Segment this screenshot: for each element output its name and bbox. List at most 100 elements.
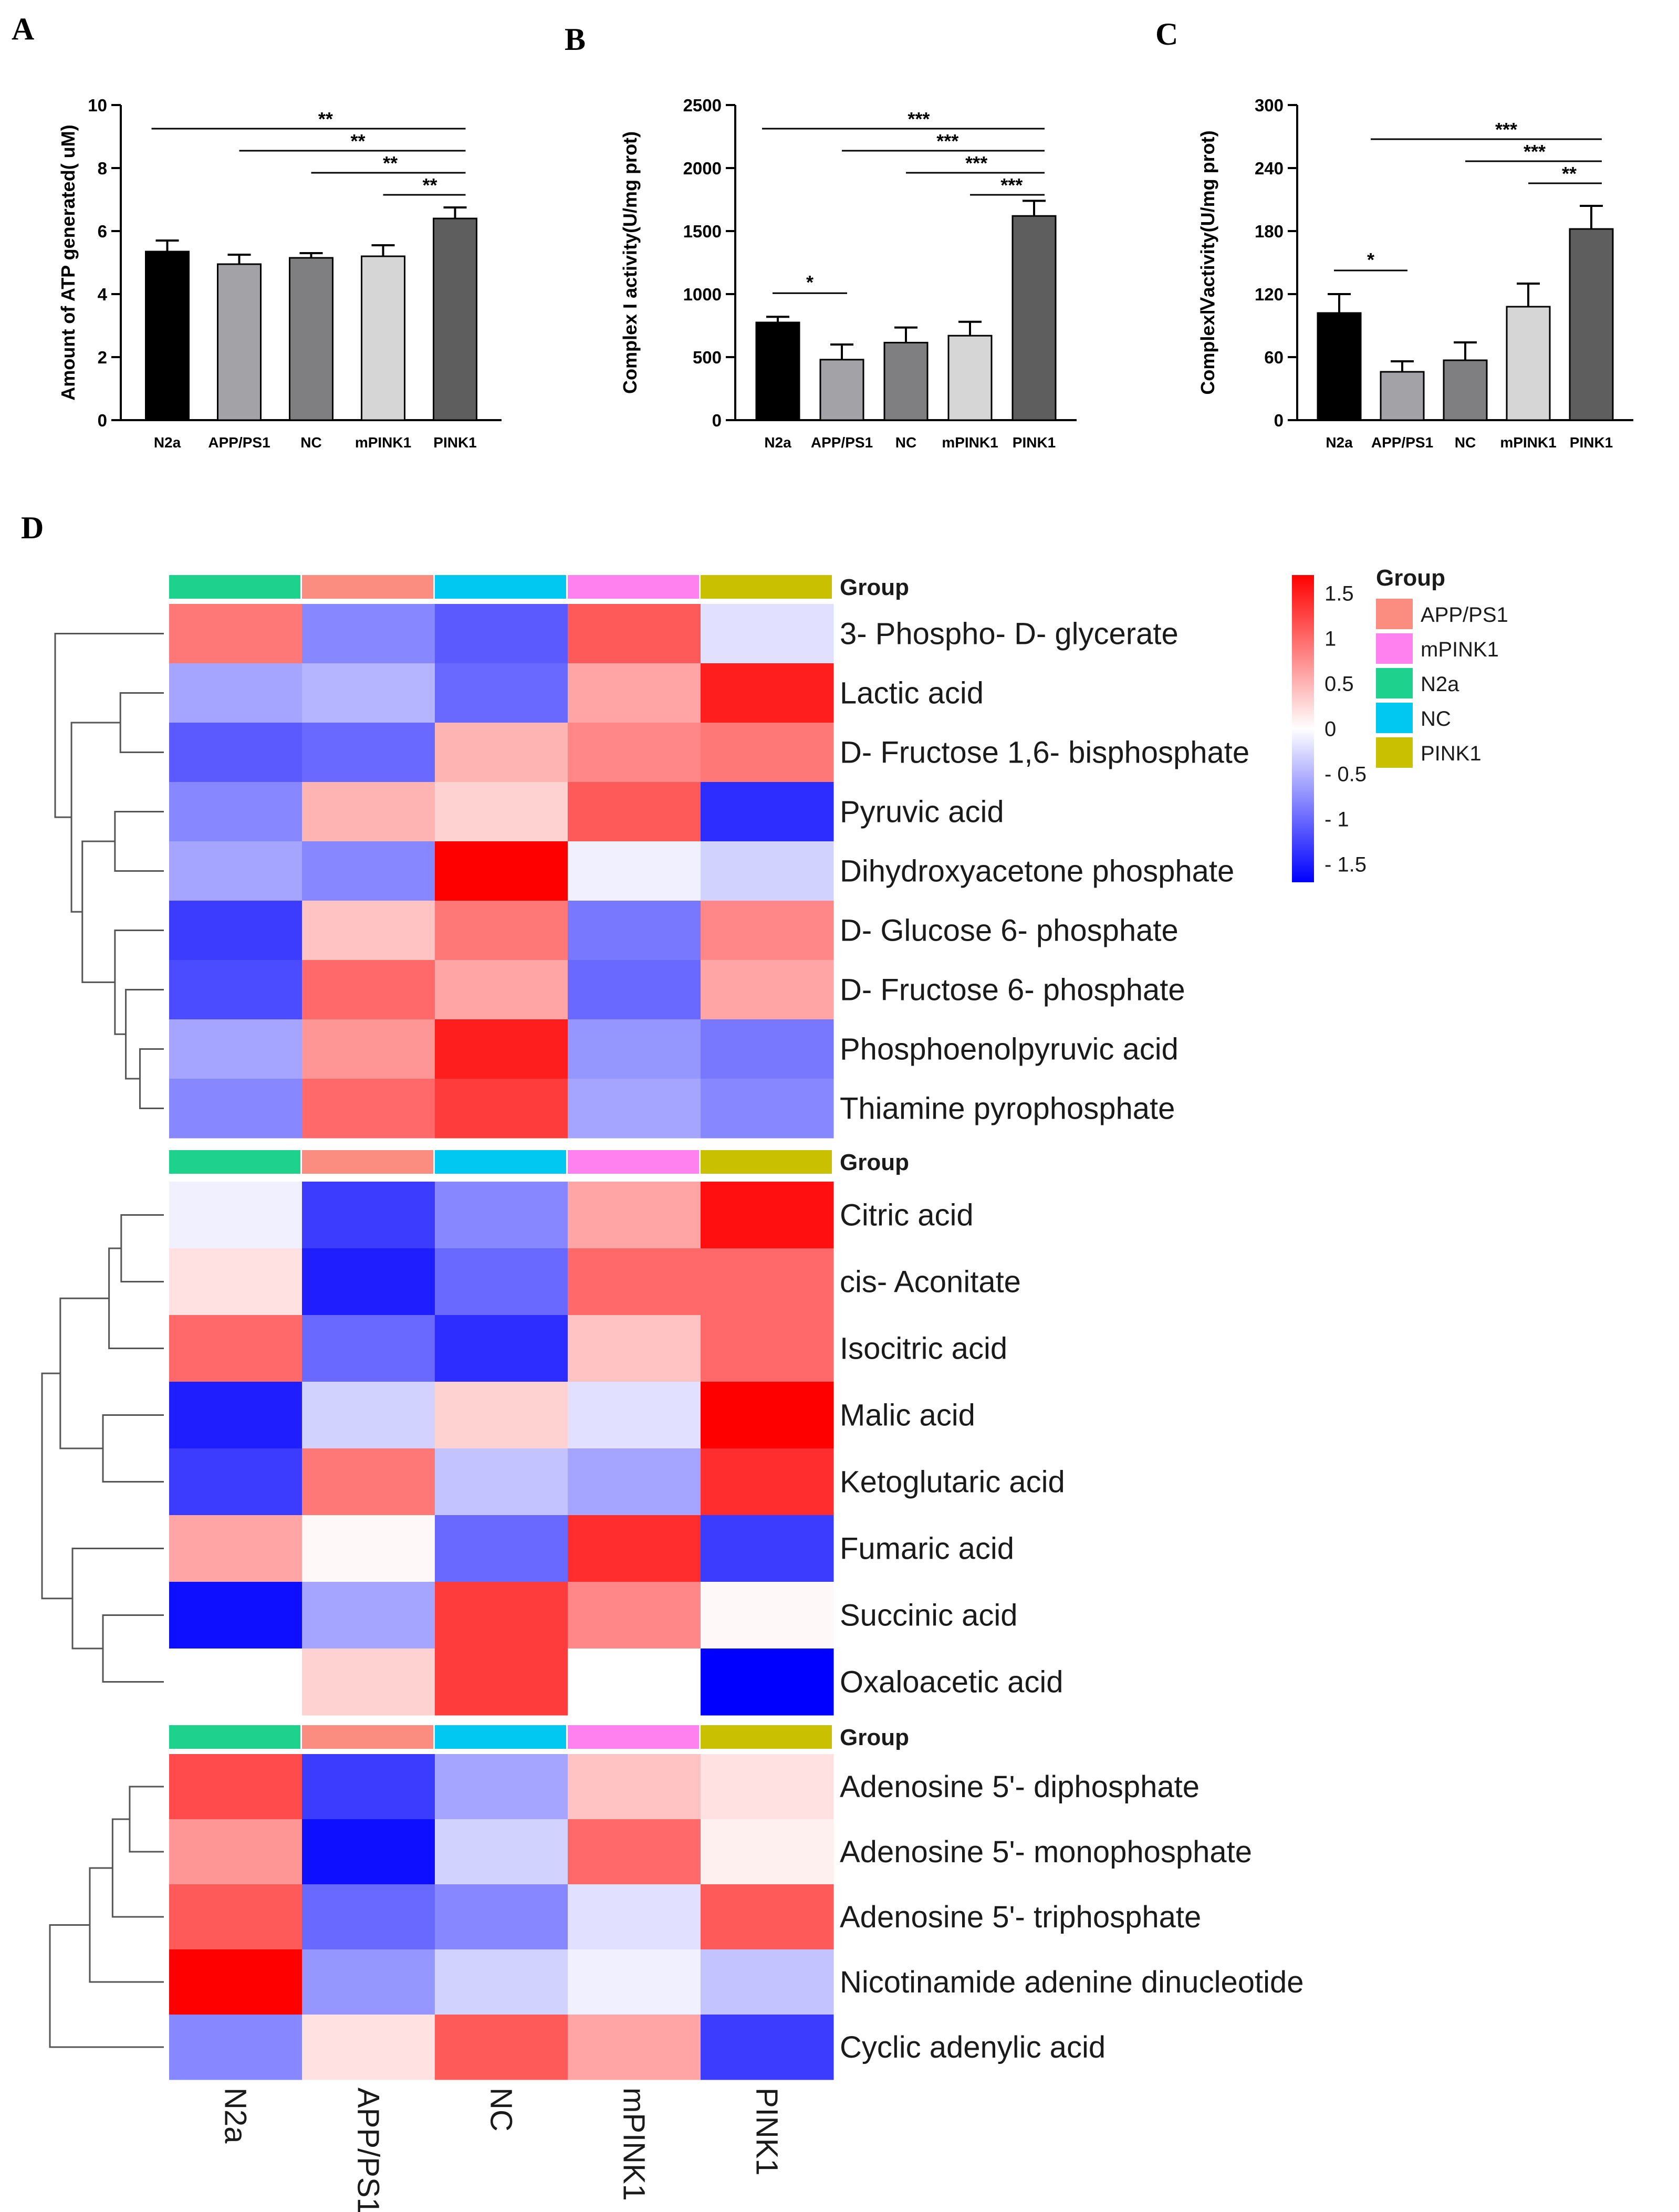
x-category-label: APP/PS1 [811,434,873,451]
significance-stars: ** [351,130,366,152]
heatmap-cell [435,1582,568,1649]
heatmap-cell [701,1819,834,1885]
group-color-n2a [169,1725,300,1749]
significance-stars: *** [908,108,930,130]
heatmap-cell [435,960,568,1020]
bar-chart-complex-i: 0 500 1000 1500 2000 2500 Complex I activity(U… [619,96,1077,451]
y-tick-label: 1500 [683,222,722,241]
heatmap-cell [169,1884,303,1950]
group-color-mpink1 [568,1725,699,1749]
heatmap-cell [302,1079,435,1139]
heatmap-cell [701,1648,834,1716]
significance-stars: * [806,272,814,293]
x-category-label: mPINK1 [942,434,998,451]
heatmap-cell [302,1382,435,1449]
dendrogram-branch [54,633,164,818]
significance-stars: *** [965,152,987,174]
heatmap-cell [568,1648,701,1716]
heatmap-cell [568,1248,701,1316]
heatmap-row-label: Dihydroxyacetone phosphate [840,854,1234,889]
group-color-n2a [169,575,300,599]
heatmap-row-label: Phosphoenolpyruvic acid [840,1032,1179,1067]
bar-nc [883,341,929,421]
y-tick-label: 60 [1264,348,1284,367]
heatmap-column-label: mPINK1 [617,2088,651,2201]
heatmap-cell [169,723,303,782]
heatmap-cell [435,1019,568,1079]
heatmap-block-2: Group Citric acid cis- Aconitate Isocitric … [41,1150,1065,1716]
heatmap-cell [302,1949,435,2015]
heatmap-cell [568,1315,701,1382]
heatmap-row-label: Malic acid [840,1399,975,1433]
heatmap-row-label: Adenosine 5'- diphosphate [840,1770,1200,1804]
heatmap-cell [568,1515,701,1582]
heatmap-cell [169,960,303,1020]
y-tick-label: 0 [98,411,107,430]
heatmap-cell [302,901,435,961]
heatmap-cell [169,2015,303,2080]
bar-app-ps1 [217,263,262,421]
heatmap-cell [568,1448,701,1516]
heatmap-column-label: NC [484,2088,518,2132]
heatmap-block-1: Group 3- Phospho- D- glycerate Lactic acid… [54,575,1249,1139]
heatmap-cell [302,2015,435,2080]
bar-mpink1 [1506,306,1551,421]
y-tick-label: 1000 [683,285,722,304]
y-tick-label: 120 [1255,285,1284,304]
y-tick-label: 0 [712,411,722,430]
heatmap-row-label: Adenosine 5'- triphosphate [840,1900,1201,1934]
heatmap-cell [701,1019,834,1079]
heatmap-cell [169,1315,303,1382]
heatmap-cell [435,782,568,842]
heatmap-cell [701,1884,834,1950]
heatmap-cell [435,1448,568,1516]
heatmap-cell [169,1019,303,1079]
heatmap-row-label: Pyruvic acid [840,795,1004,829]
group-color-pink1 [701,575,832,599]
x-category-label: N2a [764,434,791,451]
legend-entry: PINK1 [1421,742,1482,765]
heatmap-cell [701,782,834,842]
heatmap-cell [701,901,834,961]
heatmap-cell [568,1182,701,1249]
legend-swatch-mpink1 [1376,633,1413,664]
bar-chart-atp: 0 2 4 6 8 10 Amount of ATP generated( uM) N2a AP… [57,96,502,451]
y-tick-label: 2000 [683,159,722,178]
heatmap-cell [169,1515,303,1582]
heatmap-cell [701,1248,834,1316]
heatmap-cell [435,1382,568,1449]
heatmap-cell [169,1448,303,1516]
y-tick-label: 300 [1255,96,1284,115]
group-color-app-ps1 [302,1150,433,1174]
y-axis-title: ComplexⅣactivity(U/mg prot) [1197,130,1218,394]
panel-letter-c: C [1155,17,1178,51]
y-tick-label: 2 [98,348,107,367]
heatmap-cell [568,1949,701,2015]
heatmap-cell [701,604,834,664]
significance-stars: *** [1495,119,1517,140]
bar-n2a [755,321,800,421]
bar-pink1 [1011,215,1057,421]
panel-letter-b: B [565,22,586,57]
group-color-nc [435,1150,566,1174]
heatmap-cell [302,782,435,842]
group-color-n2a [169,1150,300,1174]
bar-n2a [145,251,190,421]
x-category-label: mPINK1 [355,434,411,451]
bar-app-ps1 [1380,371,1425,421]
group-annotation-label: Group [840,1725,909,1750]
x-category-label: NC [1455,434,1476,451]
heatmap-cell [435,841,568,901]
heatmap-cell [169,1079,303,1139]
heatmap-cell [435,1884,568,1950]
heatmap-row-label: Nicotinamide adenine dinucleotide [840,1965,1303,1999]
heatmap-cell [568,1019,701,1079]
heatmap-cell [169,663,303,723]
y-tick-label: 4 [98,285,108,304]
heatmap-row-label: cis- Aconitate [840,1265,1021,1299]
heatmap-cell [568,1754,701,1820]
heatmap-cell [169,1648,303,1716]
heatmap-cell [568,960,701,1020]
x-category-label: NC [300,434,321,451]
bar-pink1 [1569,228,1614,421]
